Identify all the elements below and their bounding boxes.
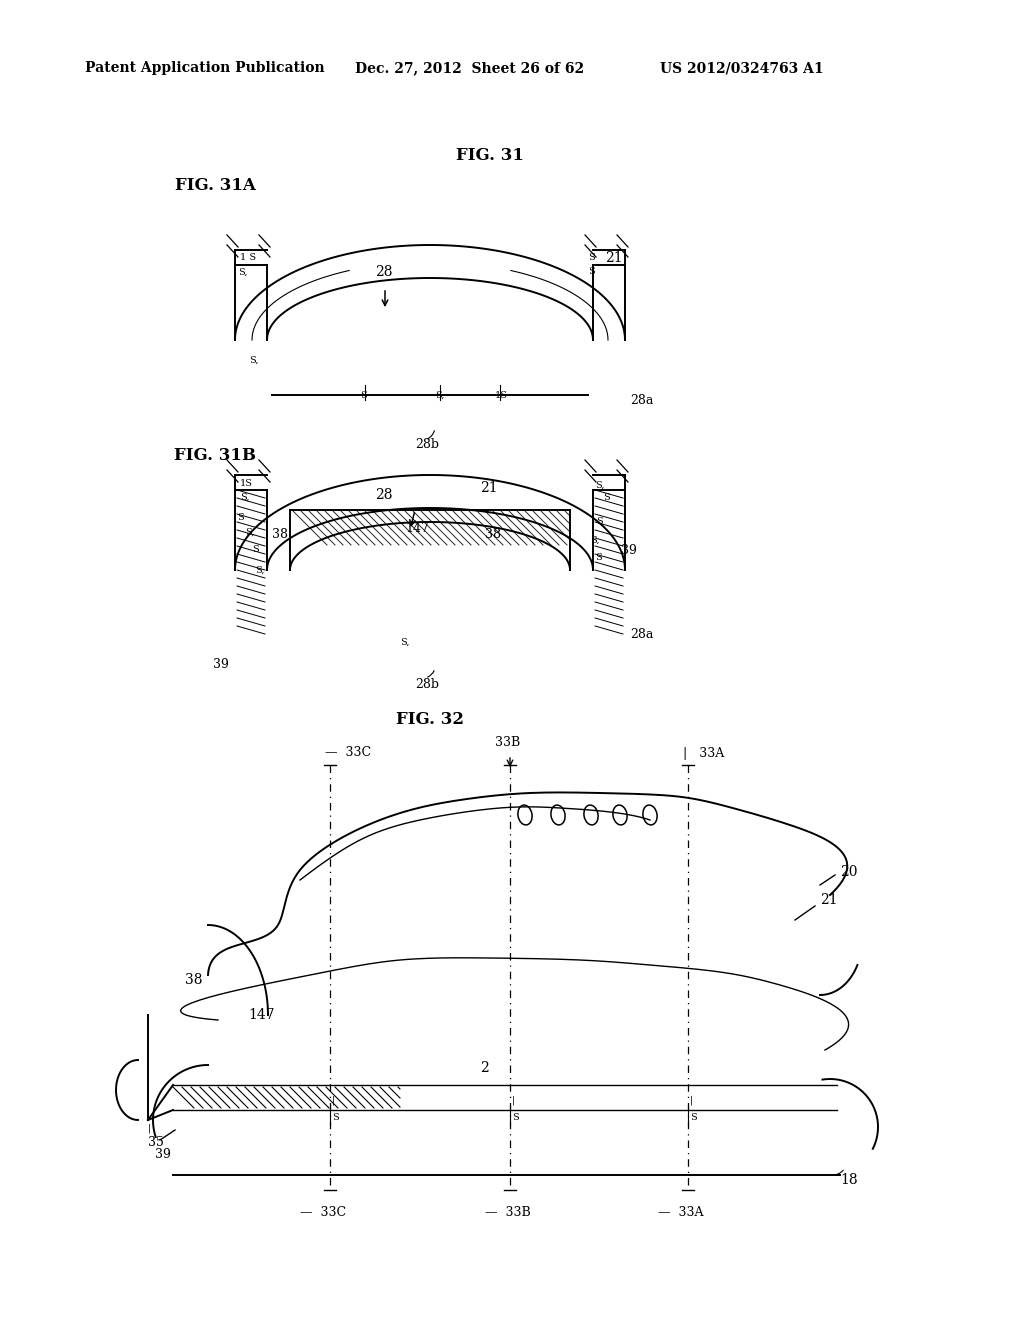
Text: S: S [588, 253, 595, 263]
Text: 20: 20 [840, 865, 857, 879]
Text: |: | [332, 1096, 335, 1105]
Text: S: S [332, 1114, 339, 1122]
Text: S: S [690, 1114, 696, 1122]
Text: 21: 21 [820, 894, 838, 907]
Text: |: | [148, 1123, 152, 1133]
Text: S: S [596, 517, 603, 527]
Text: S,: S, [240, 492, 250, 502]
Text: 2: 2 [480, 1061, 488, 1074]
Text: S,: S, [595, 480, 604, 490]
Text: 28: 28 [375, 488, 392, 502]
Text: Dec. 27, 2012  Sheet 26 of 62: Dec. 27, 2012 Sheet 26 of 62 [355, 61, 584, 75]
Text: 18: 18 [840, 1173, 858, 1187]
Text: S: S [588, 268, 595, 276]
Text: 39: 39 [621, 544, 637, 557]
Text: 38: 38 [185, 973, 203, 987]
Text: S: S [360, 391, 367, 400]
Text: 35: 35 [148, 1137, 164, 1150]
Text: FIG. 31A: FIG. 31A [174, 177, 255, 194]
Text: —  33B: — 33B [485, 1205, 530, 1218]
Text: US 2012/0324763 A1: US 2012/0324763 A1 [660, 61, 823, 75]
Text: 1S: 1S [495, 391, 508, 400]
Text: S,: S, [255, 565, 264, 574]
Text: 1S: 1S [240, 479, 253, 487]
Text: 33B: 33B [495, 737, 520, 750]
Text: S: S [512, 1114, 519, 1122]
Text: FIG. 32: FIG. 32 [396, 711, 464, 729]
Text: S,: S, [249, 355, 258, 364]
Text: S: S [237, 513, 244, 523]
Text: S,: S, [238, 268, 248, 276]
Text: S,: S, [435, 391, 444, 400]
Text: 39: 39 [213, 659, 229, 672]
Text: 39: 39 [155, 1148, 171, 1162]
Text: 38: 38 [272, 528, 288, 541]
Text: 28a: 28a [630, 628, 653, 642]
Text: —  33C: — 33C [325, 747, 371, 759]
Text: 28a: 28a [630, 393, 653, 407]
Text: —  33A: — 33A [658, 1205, 703, 1218]
Text: S,: S, [400, 638, 410, 647]
Text: S: S [252, 545, 259, 554]
Text: 1 S: 1 S [240, 253, 256, 263]
Text: 147: 147 [406, 521, 429, 535]
Text: S,: S, [245, 528, 255, 536]
Text: |: | [690, 1096, 693, 1105]
Text: |: | [512, 1096, 515, 1105]
Text: |   33A: | 33A [683, 747, 724, 759]
Text: —  33C: — 33C [300, 1205, 346, 1218]
Text: S: S [595, 553, 602, 562]
Text: S,: S, [590, 536, 599, 544]
Text: 28: 28 [375, 265, 392, 279]
Text: 28b: 28b [415, 438, 439, 451]
Text: 147: 147 [248, 1008, 274, 1022]
Text: 21: 21 [480, 480, 498, 495]
Text: FIG. 31B: FIG. 31B [174, 446, 256, 463]
Text: Patent Application Publication: Patent Application Publication [85, 61, 325, 75]
Text: 28b: 28b [415, 678, 439, 692]
Text: FIG. 31: FIG. 31 [456, 147, 524, 164]
Text: S: S [603, 494, 609, 503]
Text: 38: 38 [485, 528, 501, 541]
Text: 21: 21 [605, 251, 623, 265]
